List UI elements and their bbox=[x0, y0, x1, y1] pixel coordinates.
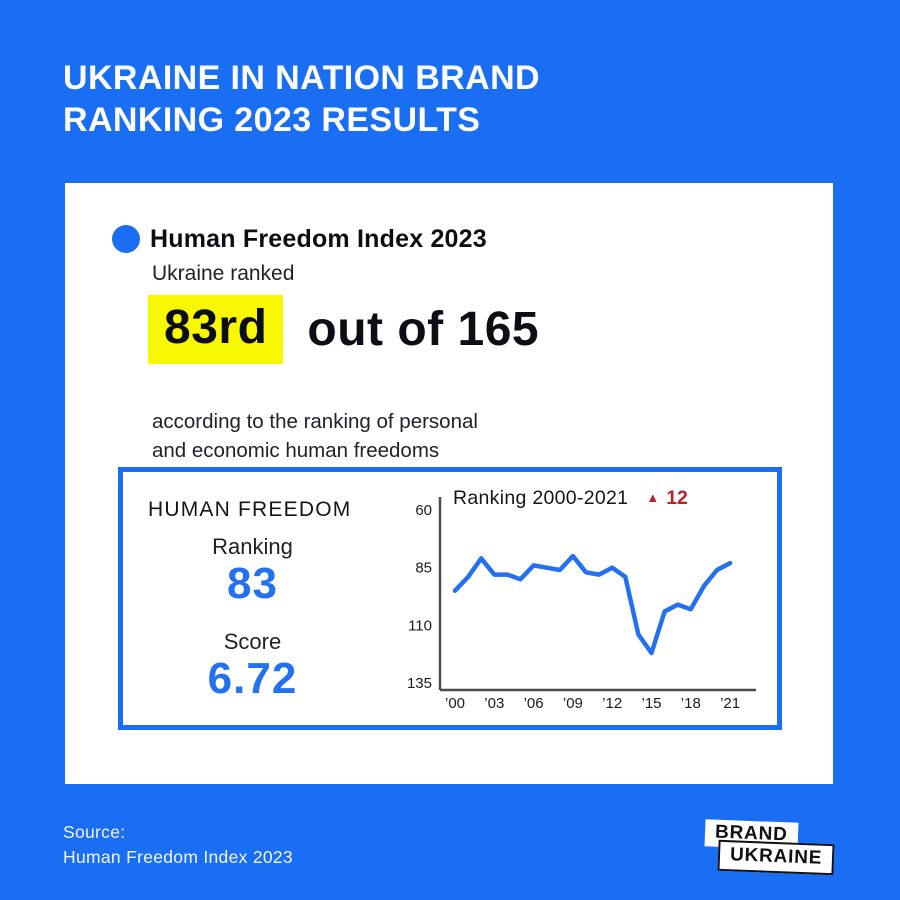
source-note: Source: Human Freedom Index 2023 bbox=[63, 822, 293, 867]
blue-dot-icon bbox=[112, 225, 140, 253]
ranking-line-series bbox=[452, 553, 733, 656]
x-axis-tick-label: ’00 bbox=[445, 695, 465, 712]
info-card: Human Freedom Index 2023 Ukraine ranked … bbox=[65, 183, 833, 784]
rank-row: 83rd out of 165 bbox=[148, 295, 539, 364]
y-axis-tick-label: 60 bbox=[415, 502, 432, 519]
brand-ukraine-logo: BRAND UKRAINE bbox=[698, 816, 848, 880]
ranking-chart: 60 85 110 135 ’00 ’03 ’06 ’09 ’12 ’15 ’18 ’21 Ranki… bbox=[403, 477, 778, 722]
x-axis-tick-label: ’12 bbox=[602, 695, 622, 712]
x-axis-tick-label: ’06 bbox=[524, 695, 544, 712]
page-title-line1: UKRAINE IN NATION BRAND bbox=[63, 59, 540, 97]
stats-column: Ranking 83 Score 6.72 bbox=[135, 534, 370, 702]
ranked-label: Ukraine ranked bbox=[152, 262, 295, 285]
rank-description: according to the ranking of personal and… bbox=[152, 410, 478, 462]
stats-box: HUMAN FREEDOM Ranking 83 Score 6.72 60 85… bbox=[118, 467, 782, 730]
triangle-up-icon: ▲ bbox=[646, 490, 660, 505]
x-axis-tick-label: ’18 bbox=[681, 695, 701, 712]
chart-header: Ranking 2000-2021 ▲ 12 bbox=[453, 487, 688, 510]
logo-ukraine-box: UKRAINE bbox=[717, 839, 835, 876]
ranking-label: Ranking bbox=[212, 534, 293, 559]
y-axis-tick-label: 85 bbox=[415, 560, 432, 577]
x-axis-tick-label: ’21 bbox=[720, 695, 740, 712]
stats-box-title: HUMAN FREEDOM bbox=[148, 498, 352, 521]
x-axis-tick-label: ’03 bbox=[484, 695, 504, 712]
x-axis-tick-label: ’15 bbox=[641, 695, 661, 712]
chart-title: Ranking 2000-2021 bbox=[453, 487, 629, 509]
score-value: 6.72 bbox=[207, 653, 298, 703]
page-title-line2: RANKING 2023 RESULTS bbox=[63, 101, 481, 139]
page-title: UKRAINE IN NATION BRAND RANKING 2023 RES… bbox=[63, 57, 743, 141]
ranking-chart-svg: 60 85 110 135 ’00 ’03 ’06 ’09 ’12 ’15 ’18 ’21 bbox=[407, 497, 756, 712]
rank-total: out of 165 bbox=[307, 303, 540, 356]
x-axis-tick-label: ’09 bbox=[563, 695, 583, 712]
ranking-value: 83 bbox=[227, 559, 278, 608]
y-axis-tick-label: 135 bbox=[407, 675, 432, 692]
y-axis-tick-label: 110 bbox=[408, 617, 432, 634]
chart-delta-value: 12 bbox=[666, 487, 688, 509]
card-heading: Human Freedom Index 2023 bbox=[150, 225, 487, 253]
rank-highlight: 83rd bbox=[148, 295, 284, 364]
score-label: Score bbox=[223, 628, 282, 654]
chart-delta: ▲ 12 bbox=[646, 487, 688, 510]
